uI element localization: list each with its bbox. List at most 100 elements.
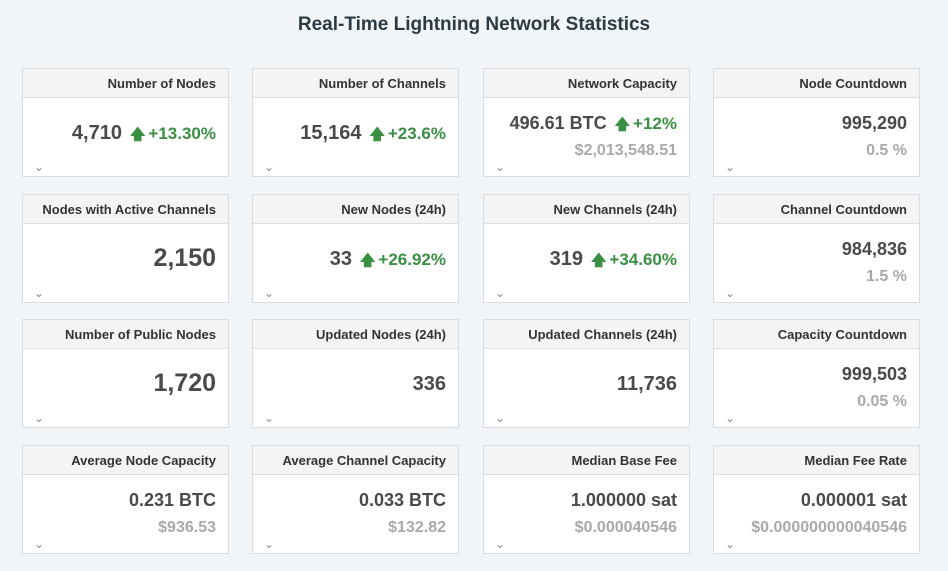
card-title: Number of Public Nodes	[23, 320, 228, 349]
stat-value: 984,836	[841, 239, 907, 259]
change-indicator: 🡅 +26.92%	[360, 250, 446, 269]
stat-card-new-nodes-24h: New Nodes (24h) 33 🡅 +26.92% ⌄	[252, 194, 459, 303]
chevron-down-icon[interactable]: ⌄	[264, 286, 275, 300]
change-indicator: 🡅 +12%	[615, 114, 677, 133]
stat-subvalue: $2,013,548.51	[574, 142, 677, 159]
stat-value-row: 0.000001 sat	[801, 490, 907, 511]
stat-card-median-base-fee: Median Base Fee 1.000000 sat $0.000040546 ⌄	[483, 445, 690, 554]
card-title: Nodes with Active Channels	[23, 195, 228, 224]
stat-value-row: 496.61 BTC 🡅 +12%	[510, 113, 677, 139]
stat-value-row: 0.231 BTC	[129, 490, 216, 511]
stat-value-row: 2,150	[153, 244, 216, 273]
stat-value: 15,164	[300, 122, 362, 144]
stat-subvalue: 1.5 %	[866, 268, 907, 285]
stat-card-updated-nodes-24h: Updated Nodes (24h) 336 ⌄	[252, 319, 459, 428]
stat-card-new-channels-24h: New Channels (24h) 319 🡅 +34.60% ⌄	[483, 194, 690, 303]
stat-value-row: 984,836	[842, 239, 907, 260]
stat-subvalue: 0.05 %	[857, 393, 907, 410]
stat-card-channel-countdown: Channel Countdown 984,836 1.5 % ⌄	[713, 194, 920, 303]
stat-value-row: 995,290	[842, 113, 907, 134]
card-title: Node Countdown	[714, 69, 919, 98]
change-percent: +13.30%	[148, 124, 216, 143]
chevron-down-icon[interactable]: ⌄	[495, 286, 506, 300]
card-body: 999,503 0.05 % ⌄	[714, 349, 919, 427]
stat-value-row: 33 🡅 +26.92%	[330, 248, 446, 275]
stat-value: 2,150	[153, 244, 216, 272]
stat-value: 336	[412, 373, 446, 395]
card-title: Updated Channels (24h)	[484, 320, 689, 349]
change-indicator: 🡅 +34.60%	[591, 250, 677, 269]
stat-subvalue: $0.000040546	[574, 519, 677, 536]
card-title: Average Node Capacity	[23, 446, 228, 475]
stat-card-number-of-channels: Number of Channels 15,164 🡅 +23.6% ⌄	[252, 68, 459, 177]
stat-card-average-channel-capacity: Average Channel Capacity 0.033 BTC $132.82…	[252, 445, 459, 554]
change-percent: +12%	[633, 114, 677, 133]
card-body: 0.000001 sat $0.000000000040546 ⌄	[714, 475, 919, 553]
chevron-down-icon[interactable]: ⌄	[725, 537, 736, 551]
stat-card-node-countdown: Node Countdown 995,290 0.5 % ⌄	[713, 68, 920, 177]
chevron-down-icon[interactable]: ⌄	[495, 537, 506, 551]
card-body: 336 ⌄	[253, 349, 458, 427]
card-title: Network Capacity	[484, 69, 689, 98]
stat-card-number-of-nodes: Number of Nodes 4,710 🡅 +13.30% ⌄	[22, 68, 229, 177]
chevron-down-icon[interactable]: ⌄	[725, 411, 736, 425]
change-indicator: 🡅 +13.30%	[130, 124, 216, 143]
card-body: 11,736 ⌄	[484, 349, 689, 427]
stat-card-updated-channels-24h: Updated Channels (24h) 11,736 ⌄	[483, 319, 690, 428]
chevron-down-icon[interactable]: ⌄	[495, 411, 506, 425]
chevron-down-icon[interactable]: ⌄	[34, 160, 45, 174]
card-title: Median Fee Rate	[714, 446, 919, 475]
chevron-down-icon[interactable]: ⌄	[495, 160, 506, 174]
card-body: 984,836 1.5 % ⌄	[714, 224, 919, 302]
card-body: 0.033 BTC $132.82 ⌄	[253, 475, 458, 553]
arrow-up-icon: 🡅	[614, 116, 631, 133]
chevron-down-icon[interactable]: ⌄	[725, 286, 736, 300]
stat-subvalue: $132.82	[388, 519, 446, 536]
card-body: 1,720 ⌄	[23, 349, 228, 427]
stat-value-row: 15,164 🡅 +23.6%	[300, 122, 446, 149]
card-body: 0.231 BTC $936.53 ⌄	[23, 475, 228, 553]
stat-value: 319	[549, 248, 583, 270]
stat-value: 0.033 BTC	[358, 490, 446, 510]
stat-value-row: 319 🡅 +34.60%	[550, 248, 677, 275]
card-title: Median Base Fee	[484, 446, 689, 475]
chevron-down-icon[interactable]: ⌄	[264, 160, 275, 174]
arrow-up-icon: 🡅	[129, 126, 146, 143]
card-title: Average Channel Capacity	[253, 446, 458, 475]
card-title: New Channels (24h)	[484, 195, 689, 224]
card-title: Number of Channels	[253, 69, 458, 98]
stat-value: 999,503	[841, 364, 907, 384]
chevron-down-icon[interactable]: ⌄	[725, 160, 736, 174]
chevron-down-icon[interactable]: ⌄	[34, 286, 45, 300]
stat-value: 995,290	[841, 113, 907, 133]
stat-card-median-fee-rate: Median Fee Rate 0.000001 sat $0.0000000000…	[713, 445, 920, 554]
stat-subvalue: 0.5 %	[866, 142, 907, 159]
page-title: Real-Time Lightning Network Statistics	[297, 14, 651, 35]
chevron-down-icon[interactable]: ⌄	[264, 537, 275, 551]
stat-value: 1.000000 sat	[570, 490, 677, 510]
chevron-down-icon[interactable]: ⌄	[34, 411, 45, 425]
chevron-down-icon[interactable]: ⌄	[34, 537, 45, 551]
card-body: 33 🡅 +26.92% ⌄	[253, 224, 458, 302]
stat-value-row: 999,503	[842, 364, 907, 385]
card-title: Capacity Countdown	[714, 320, 919, 349]
stat-value-row: 336	[413, 373, 446, 396]
stat-value-row: 11,736	[617, 373, 677, 396]
card-body: 4,710 🡅 +13.30% ⌄	[23, 98, 228, 176]
change-percent: +26.92%	[378, 250, 446, 269]
stat-card-average-node-capacity: Average Node Capacity 0.231 BTC $936.53 ⌄	[22, 445, 229, 554]
stat-value: 33	[329, 248, 352, 270]
arrow-up-icon: 🡅	[359, 252, 376, 269]
stat-card-number-of-public-nodes: Number of Public Nodes 1,720 ⌄	[22, 319, 229, 428]
card-title: New Nodes (24h)	[253, 195, 458, 224]
stat-card-nodes-with-active-channels: Nodes with Active Channels 2,150 ⌄	[22, 194, 229, 303]
stat-card-capacity-countdown: Capacity Countdown 999,503 0.05 % ⌄	[713, 319, 920, 428]
card-body: 319 🡅 +34.60% ⌄	[484, 224, 689, 302]
stat-value: 4,710	[71, 122, 122, 144]
card-body: 995,290 0.5 % ⌄	[714, 98, 919, 176]
stat-value: 0.000001 sat	[800, 490, 907, 510]
stat-value: 1,720	[153, 369, 216, 397]
chevron-down-icon[interactable]: ⌄	[264, 411, 275, 425]
card-title: Number of Nodes	[23, 69, 228, 98]
card-body: 496.61 BTC 🡅 +12% $2,013,548.51 ⌄	[484, 98, 689, 176]
